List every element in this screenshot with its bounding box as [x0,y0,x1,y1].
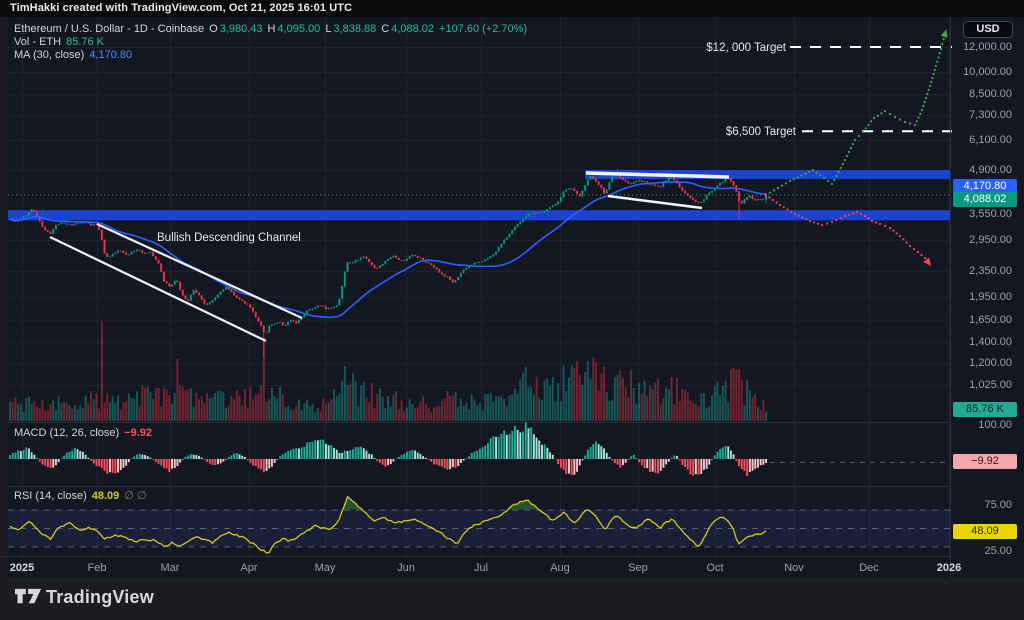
price-tick: 1,950.00 [969,290,1012,303]
volume-badge: 85.76 K [953,402,1017,417]
rsi-value-badge: 48.09 [953,524,1017,539]
time-axis-label-mar: Mar [160,562,180,574]
tradingview-logo-icon [15,588,42,604]
price-tick: 3,550.00 [969,208,1012,221]
price-tick: 1,025.00 [969,379,1012,392]
time-axis-label-2026: 2026 [936,562,962,574]
currency-toggle-button[interactable]: USD [963,21,1013,38]
price-tick: 2,950.00 [969,233,1012,246]
time-axis-label-feb: Feb [87,562,107,574]
price-tick: 10,000.00 [963,66,1012,79]
rsi-axis-tick: 75.00 [984,499,1012,511]
time-axis[interactable]: 2025 Feb Mar Apr May Jun Jul Aug Sep Oct Nov Dec 202… [0,556,961,578]
macd-value-badge: −9.92 [953,454,1017,469]
time-axis-label-oct: Oct [706,562,724,574]
time-axis-label-2025: 2025 [9,562,35,574]
price-axis[interactable]: 12,000.00 10,000.00 8,500.00 7,300.00 6,100.… [950,17,1024,578]
price-tick: 4,900.00 [969,164,1012,177]
time-axis-label-jul: Jul [473,562,489,574]
time-axis-label-apr: Apr [240,562,258,574]
chart-region: Ethereum / U.S. Dollar - 1D - Coinbase O… [0,17,1024,578]
tradingview-brand-text: TradingView [46,587,154,607]
time-axis-label-nov: Nov [784,562,804,574]
price-tick: 12,000.00 [963,41,1012,54]
price-tick: 1,400.00 [969,336,1012,349]
price-tick: 2,350.00 [969,265,1012,278]
left-margin [0,17,8,578]
rsi-axis-tick: 25.00 [984,545,1012,557]
price-tick: 1,200.00 [969,357,1012,370]
attribution-text: TimHakki created with TradingView.com, O… [10,2,353,14]
time-axis-label-jun: Jun [397,562,415,574]
time-axis-label-aug: Aug [550,562,570,574]
macd-axis-tick: 100.00 [978,419,1012,431]
ma-price-badge: 4,170.80 [953,179,1017,194]
time-axis-label-dec: Dec [859,562,879,574]
attribution-bar: TimHakki created with TradingView.com, O… [0,0,1024,17]
time-axis-label-may: May [314,562,336,574]
price-tick: 1,650.00 [969,313,1012,326]
last-price-badge: 4,088.02 [953,192,1017,207]
price-tick: 7,300.00 [969,109,1012,122]
price-tick: 6,100.00 [969,134,1012,146]
footer-bar: TradingView [0,578,1024,620]
time-axis-label-sep: Sep [628,562,648,574]
price-tick: 8,500.00 [969,88,1012,101]
price-chart-canvas[interactable] [0,17,1024,578]
